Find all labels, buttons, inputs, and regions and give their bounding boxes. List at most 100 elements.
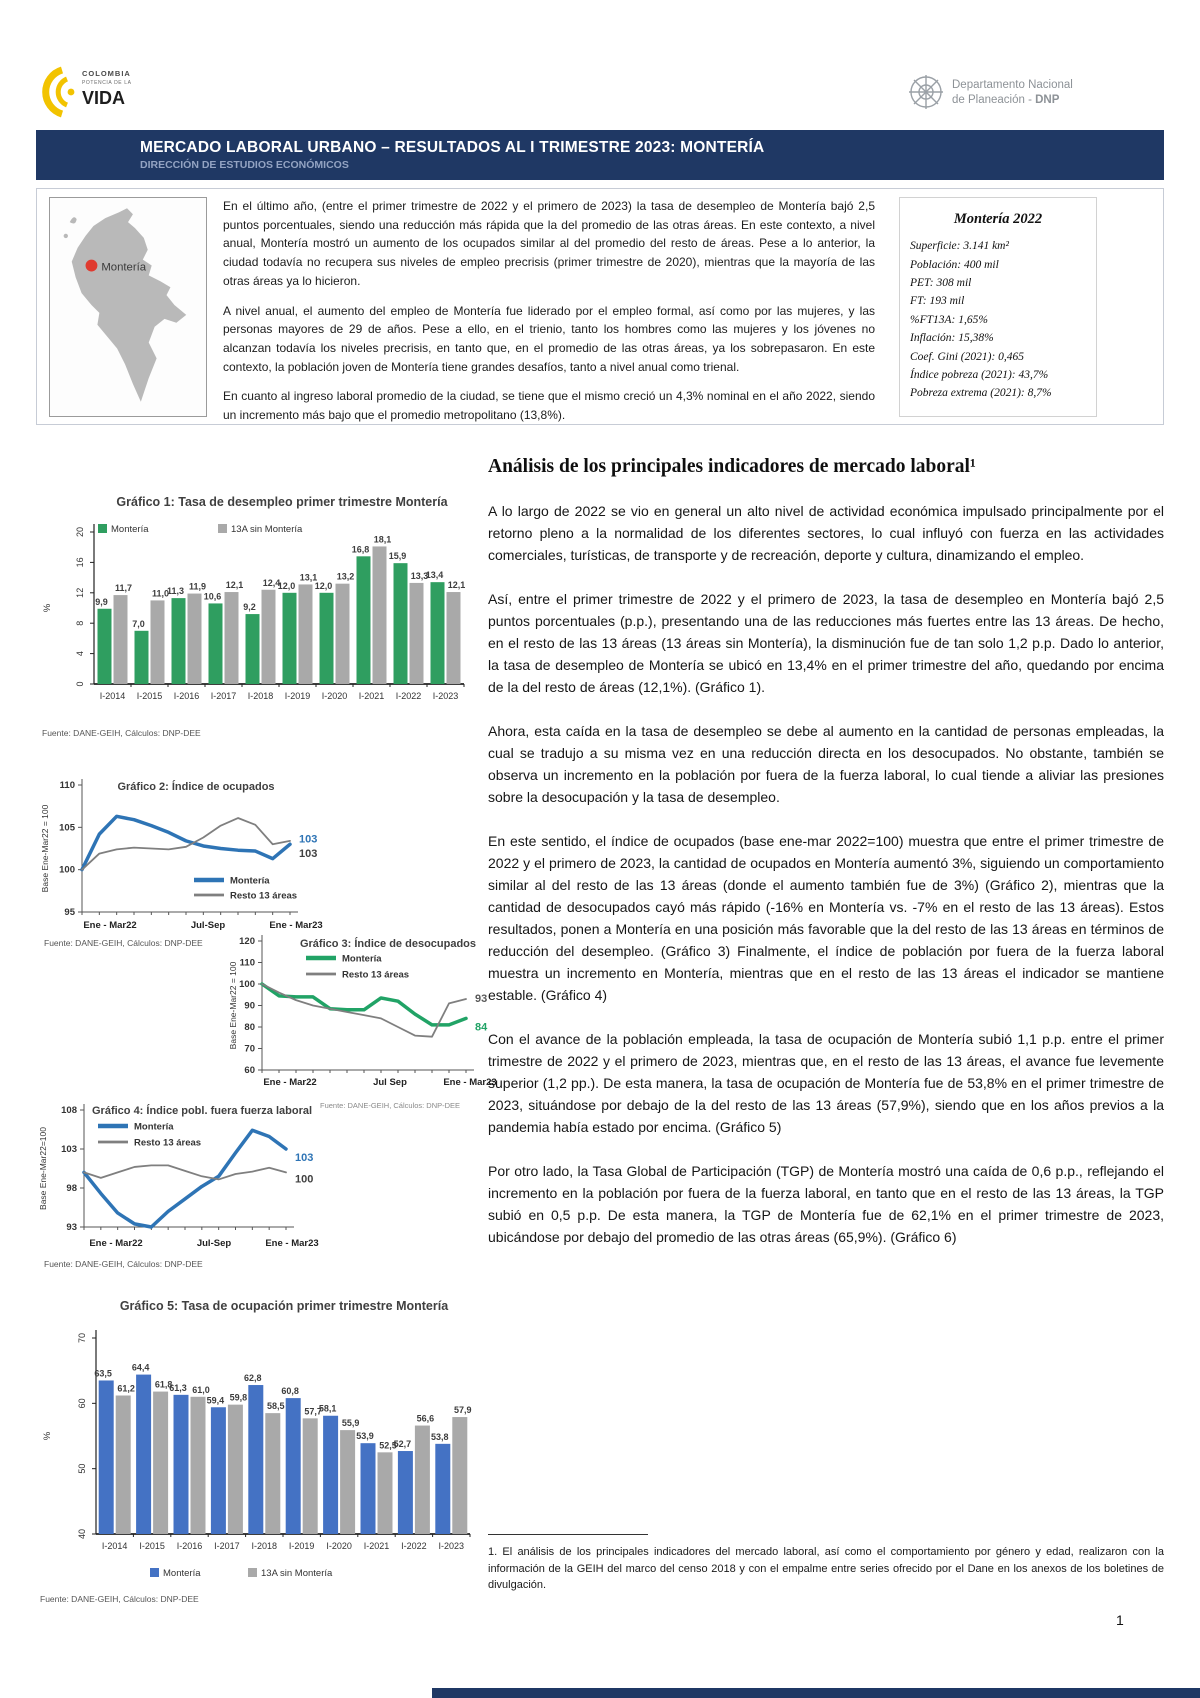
occupation-rate-bar-chart: Gráfico 5: Tasa de ocupación primer trim… xyxy=(36,1286,478,1615)
chart-source: Fuente: DANE-GEIH, Cálculos: DNP-DEE xyxy=(42,728,201,738)
svg-text:40: 40 xyxy=(77,1529,87,1539)
svg-text:56,6: 56,6 xyxy=(417,1414,435,1424)
svg-text:I-2015: I-2015 xyxy=(139,1541,165,1551)
svg-text:Montería: Montería xyxy=(163,1568,201,1579)
vida-emblem-icon: COLOMBIA POTENCIA DE LA VIDA xyxy=(42,66,131,118)
svg-text:Ene - Mar23: Ene - Mar23 xyxy=(269,920,322,931)
summary-section: Montería En el último año, (entre el pri… xyxy=(36,188,1164,425)
svg-text:58,5: 58,5 xyxy=(267,1401,285,1411)
svg-text:53,8: 53,8 xyxy=(431,1432,449,1442)
monteria-stats-box: Montería 2022 Superficie: 3.141 km² Pobl… xyxy=(899,197,1097,417)
stats-title: Montería 2022 xyxy=(953,211,1043,227)
analysis-paragraph: Así, entre el primer trimestre de 2022 y… xyxy=(488,591,1164,695)
unemployment-rate-bar-chart: Gráfico 1: Tasa de desempleo primer trim… xyxy=(36,488,472,727)
svg-text:13,4: 13,4 xyxy=(426,570,444,580)
svg-text:9,2: 9,2 xyxy=(243,602,256,612)
svg-text:61,8: 61,8 xyxy=(155,1380,173,1390)
svg-text:10,6: 10,6 xyxy=(204,591,222,601)
svg-text:I-2015: I-2015 xyxy=(137,691,163,701)
svg-text:60: 60 xyxy=(244,1065,255,1076)
analysis-column: Análisis de los principales indicadores … xyxy=(488,456,1164,1270)
svg-text:12,0: 12,0 xyxy=(278,581,296,591)
report-title: MERCADO LABORAL URBANO – RESULTADOS AL I… xyxy=(140,139,765,156)
svg-text:Ene - Mar22: Ene - Mar22 xyxy=(89,1238,142,1249)
chart-source: Fuente: DANE-GEIH, Cálculos: DNP-DEE xyxy=(40,1594,199,1604)
svg-text:53,9: 53,9 xyxy=(356,1431,374,1441)
svg-text:16,8: 16,8 xyxy=(352,544,370,554)
stat-line: Pobreza extrema (2021): 8,7% xyxy=(910,387,1052,400)
svg-text:I-2023: I-2023 xyxy=(439,1541,465,1551)
svg-text:105: 105 xyxy=(59,822,76,833)
summary-text: En el último año, (entre el primer trime… xyxy=(223,197,875,436)
svg-text:60,8: 60,8 xyxy=(281,1386,299,1396)
stat-line: Población: 400 mil xyxy=(910,258,999,271)
colombia-map: Montería xyxy=(49,197,207,417)
svg-text:Montería: Montería xyxy=(134,1122,174,1133)
svg-text:58,1: 58,1 xyxy=(319,1404,337,1414)
svg-text:I-2019: I-2019 xyxy=(289,1541,315,1551)
map-label: Montería xyxy=(101,261,146,273)
svg-text:59,4: 59,4 xyxy=(207,1395,225,1405)
svg-text:%: % xyxy=(42,603,53,612)
colombia-shape-icon xyxy=(71,208,187,402)
analysis-paragraph: Por otro lado, la Tasa Global de Partici… xyxy=(488,1163,1164,1245)
svg-text:I-2019: I-2019 xyxy=(285,691,311,701)
svg-text:Gráfico 1: Tasa de desempleo p: Gráfico 1: Tasa de desempleo primer trim… xyxy=(116,495,448,509)
svg-text:12,1: 12,1 xyxy=(448,580,466,590)
svg-text:61,2: 61,2 xyxy=(117,1383,135,1393)
svg-text:I-2016: I-2016 xyxy=(174,691,200,701)
stat-line: Coef. Gini (2021): 0,465 xyxy=(910,350,1025,363)
stat-line: Inflación: 15,38% xyxy=(910,332,994,345)
vida-line3: VIDA xyxy=(82,88,125,108)
svg-text:I-2014: I-2014 xyxy=(100,691,126,701)
svg-text:103: 103 xyxy=(295,1152,313,1164)
svg-text:I-2021: I-2021 xyxy=(359,691,385,701)
svg-text:11,0: 11,0 xyxy=(152,588,169,598)
svg-text:11,9: 11,9 xyxy=(189,582,206,592)
report-title-bar: MERCADO LABORAL URBANO – RESULTADOS AL I… xyxy=(36,130,1164,180)
dnp-line1: Departamento Nacional xyxy=(952,79,1073,91)
svg-text:103: 103 xyxy=(299,833,317,845)
svg-text:61,0: 61,0 xyxy=(192,1385,210,1395)
svg-text:Base Ene-Mar22 = 100: Base Ene-Mar22 = 100 xyxy=(40,804,50,892)
footnote: 1. El análisis de los principales indica… xyxy=(488,1534,1164,1594)
svg-text:55,9: 55,9 xyxy=(342,1418,360,1428)
footnote-text: 1. El análisis de los principales indica… xyxy=(488,1546,1164,1591)
svg-text:Ene - Mar22: Ene - Mar22 xyxy=(83,920,136,931)
svg-text:I-2021: I-2021 xyxy=(364,1541,390,1551)
svg-text:64,4: 64,4 xyxy=(132,1363,150,1373)
dnp-line2: de Planeación - DNP xyxy=(952,94,1060,106)
svg-text:13A sin Montería: 13A sin Montería xyxy=(261,1568,333,1579)
page-number: 1 xyxy=(1116,1612,1124,1628)
svg-text:I-2018: I-2018 xyxy=(252,1541,278,1551)
chart-source: Fuente: DANE-GEIH, Cálculos: DNP-DEE xyxy=(320,1101,461,1110)
svg-text:I-2023: I-2023 xyxy=(433,691,459,701)
footer-strip xyxy=(432,1688,1200,1698)
summary-paragraph: En cuanto al ingreso laboral promedio de… xyxy=(223,389,875,423)
svg-text:110: 110 xyxy=(240,958,255,969)
svg-text:Resto 13 áreas: Resto 13 áreas xyxy=(134,1138,201,1149)
svg-text:103: 103 xyxy=(61,1144,77,1155)
svg-text:57,7: 57,7 xyxy=(304,1406,322,1416)
svg-text:59,8: 59,8 xyxy=(230,1393,248,1403)
svg-text:20: 20 xyxy=(75,527,85,537)
dnp-logo: Departamento Nacional de Planeación - DN… xyxy=(900,66,1170,118)
svg-text:70: 70 xyxy=(244,1044,255,1055)
svg-text:Resto 13 áreas: Resto 13 áreas xyxy=(342,970,409,981)
svg-text:57,9: 57,9 xyxy=(454,1405,472,1415)
svg-text:I-2017: I-2017 xyxy=(211,691,237,701)
svg-text:I-2020: I-2020 xyxy=(322,691,348,701)
svg-text:16: 16 xyxy=(75,557,85,567)
svg-text:93: 93 xyxy=(66,1222,77,1233)
analysis-paragraph: Ahora, esta caída en la tasa de desemple… xyxy=(488,723,1164,805)
svg-text:98: 98 xyxy=(66,1183,77,1194)
svg-text:Resto 13 áreas: Resto 13 áreas xyxy=(230,891,297,902)
stat-line: Índice pobreza (2021): 43,7% xyxy=(910,368,1049,381)
unemployed-index-line-chart: Gráfico 3: Índice de desocupados Montería… xyxy=(228,931,524,1122)
footnote-rule xyxy=(488,1534,648,1535)
svg-text:Base Ene-Mar22=100: Base Ene-Mar22=100 xyxy=(38,1127,48,1210)
svg-text:Jul Sep: Jul Sep xyxy=(373,1077,407,1088)
analysis-paragraph: En este sentido, el índice de ocupados (… xyxy=(488,833,1164,1003)
svg-text:52,7: 52,7 xyxy=(394,1439,412,1449)
svg-text:Montería: Montería xyxy=(230,876,270,887)
